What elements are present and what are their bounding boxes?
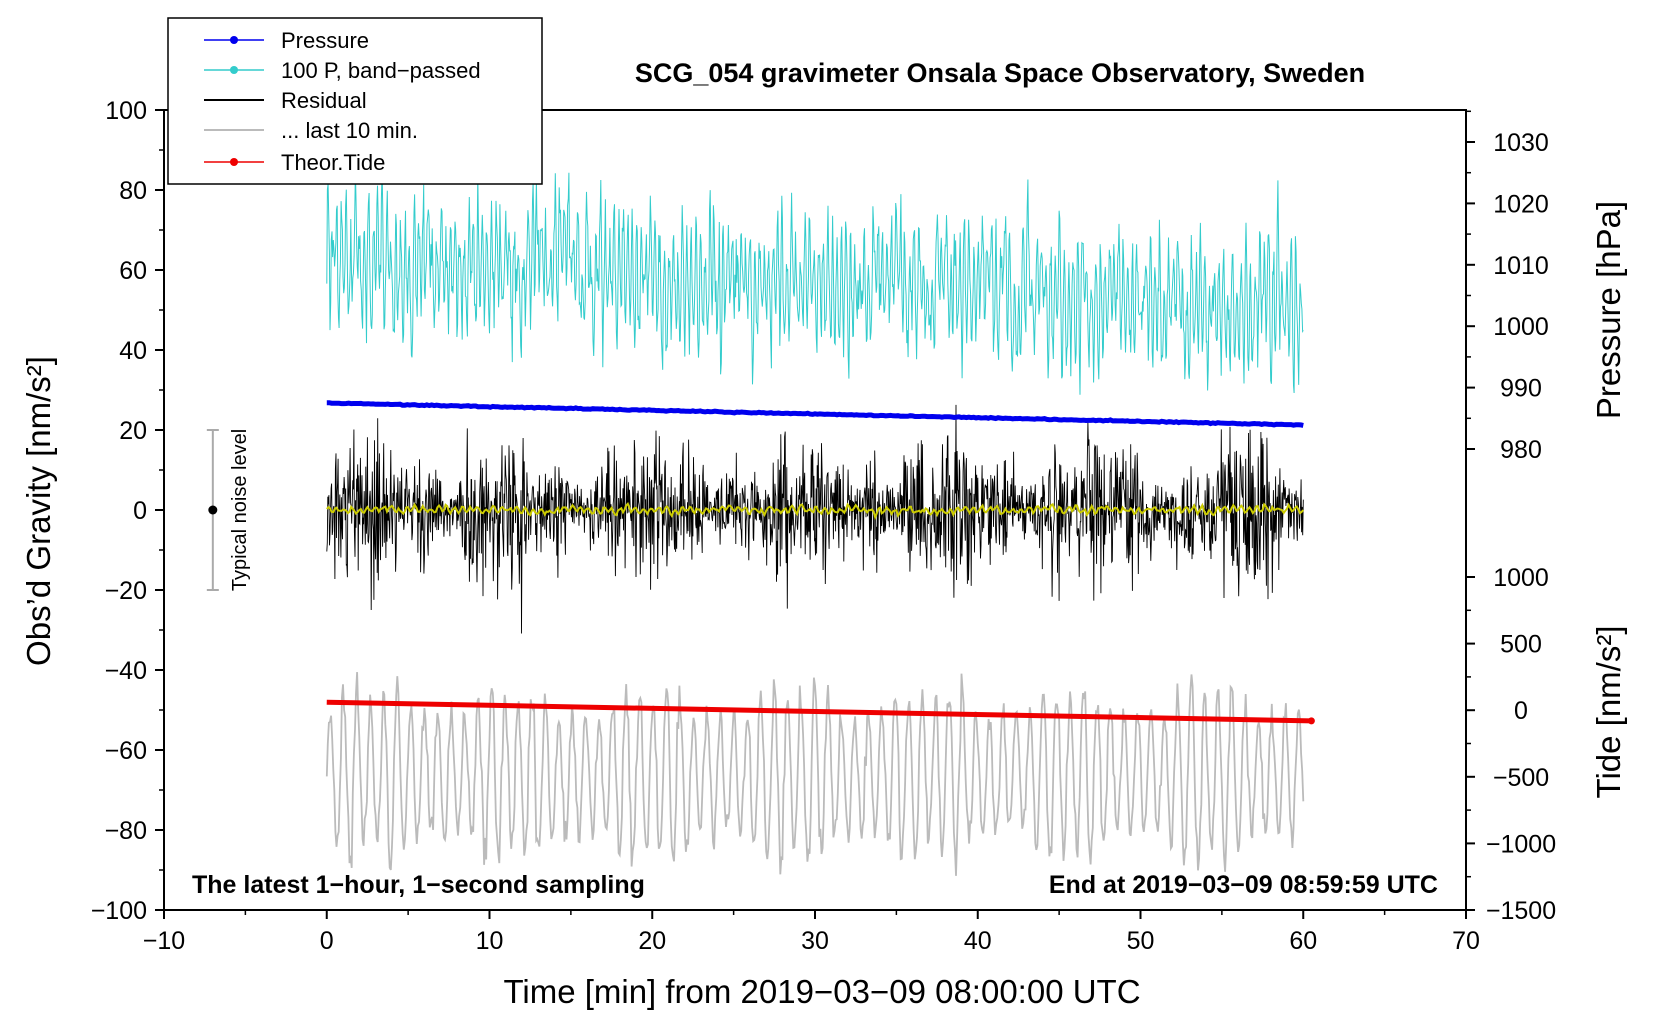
legend-label-last10: ... last 10 min.: [281, 118, 418, 143]
series-residual-smoothed-line: [326, 502, 1305, 521]
y-tick-label: −100: [91, 897, 147, 925]
legend-dot-bandpassed: [230, 66, 238, 74]
series-pressure-line: [326, 400, 1304, 428]
legend: Pressure 100 P, band−passed Residual ...…: [167, 17, 543, 185]
tide-tick-label: −500: [1493, 764, 1549, 792]
pressure-tick-label: 1000: [1493, 313, 1549, 341]
legend-dot-tide: [230, 158, 238, 166]
x-tick-label: 40: [964, 927, 992, 955]
legend-label-tide: Theor.Tide: [281, 150, 385, 175]
pressure-tick-label: 1030: [1493, 129, 1549, 157]
y-tick-label: 0: [133, 497, 147, 525]
noise-level-indicator: [206, 429, 219, 591]
x-tick-label: 50: [1127, 927, 1155, 955]
legend-dot-pressure: [230, 36, 238, 44]
x-tick-label: 20: [638, 927, 666, 955]
series-layer: [325, 168, 1315, 876]
x-tick-label: 0: [320, 927, 334, 955]
legend-label-residual: Residual: [281, 88, 367, 113]
noise-center-dot: [208, 505, 218, 515]
tide-tick-label: 500: [1500, 631, 1542, 659]
y-tick-label: 20: [119, 417, 147, 445]
legend-item-residual: Residual: [204, 88, 367, 113]
y-axis-label-pressure: Pressure [hPa]: [1590, 201, 1627, 419]
tide-tick-label: −1000: [1486, 830, 1556, 858]
pressure-tick-label: 1020: [1493, 190, 1549, 218]
series-tide-end-point: [1307, 717, 1315, 725]
chart-title: SCG_054 gravimeter Onsala Space Observat…: [635, 58, 1365, 88]
y-tick-label: 80: [119, 177, 147, 205]
x-tick-label: 70: [1452, 927, 1480, 955]
tide-tick-label: 1000: [1493, 564, 1549, 592]
annotation-end-time: End at 2019−03−09 08:59:59 UTC: [1049, 871, 1438, 899]
series-tide-line: [326, 699, 1312, 724]
y-tick-label: 40: [119, 337, 147, 365]
y-tick-label: −40: [105, 657, 147, 685]
y-axis-label-tide: Tide [nm/s²]: [1590, 626, 1627, 799]
legend-item-bandpassed: 100 P, band−passed: [204, 58, 481, 83]
plot-frame: [163, 109, 1467, 911]
y-tick-label: −80: [105, 817, 147, 845]
series-last10-line: [325, 672, 1305, 876]
legend-label-bandpassed: 100 P, band−passed: [281, 58, 481, 83]
y-tick-label: −60: [105, 737, 147, 765]
pressure-tick-label: 1010: [1493, 252, 1549, 280]
y-tick-label: 60: [119, 257, 147, 285]
y-axis-label-left: Obs’d Gravity [nm/s²]: [20, 356, 57, 666]
series-residual-line: [326, 404, 1304, 634]
x-tick-label: 30: [801, 927, 829, 955]
ticks-layer: −10 0 10 20 30 40 50 60 70100806040200−20−40−60−…: [91, 97, 1556, 955]
y-tick-label: 100: [105, 97, 147, 125]
x-axis-label: Time [min] from 2019−03−09 08:00:00 UTC: [503, 973, 1140, 1010]
legend-item-last10: ... last 10 min.: [204, 118, 418, 143]
tide-tick-label: 0: [1514, 697, 1528, 725]
annotation-sampling: The latest 1−hour, 1−second sampling: [192, 871, 645, 899]
series-bandpassed-line: [326, 168, 1304, 395]
legend-label-pressure: Pressure: [281, 28, 369, 53]
legend-item-tide: Theor.Tide: [204, 150, 385, 175]
noise-level-label: Typical noise level: [229, 429, 251, 591]
x-tick-label: −10: [143, 927, 185, 955]
legend-item-pressure: Pressure: [204, 28, 369, 53]
x-tick-label: 10: [476, 927, 504, 955]
y-tick-label: −20: [105, 577, 147, 605]
x-tick-label: 60: [1289, 927, 1317, 955]
pressure-tick-label: 980: [1500, 436, 1542, 464]
tide-tick-label: −1500: [1486, 897, 1556, 925]
pressure-tick-label: 990: [1500, 375, 1542, 403]
